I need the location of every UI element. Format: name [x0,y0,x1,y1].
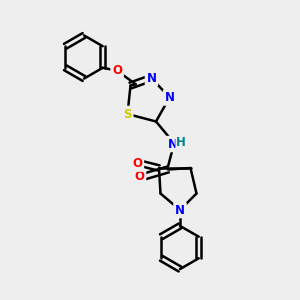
Text: N: N [167,137,178,151]
Text: N: N [175,203,185,217]
Text: N: N [164,91,175,104]
Text: N: N [146,71,157,85]
Text: O: O [134,170,145,184]
Text: S: S [123,107,132,121]
Text: H: H [176,136,186,149]
Text: O: O [132,157,142,170]
Text: O: O [112,64,122,77]
